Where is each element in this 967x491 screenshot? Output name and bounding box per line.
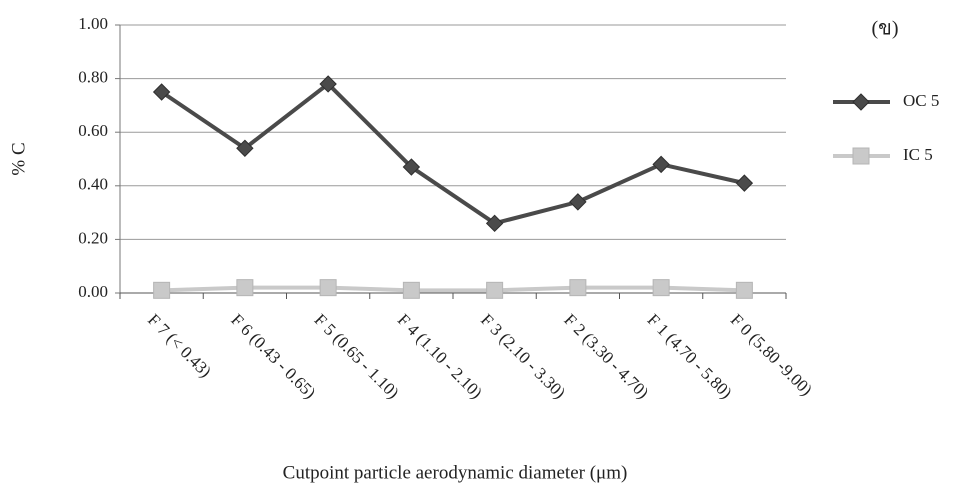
x-tick-label: F 0 (5.80 -9.00) [727,310,816,399]
legend-label: OC 5 [903,91,939,110]
x-tick-label: F 4 (1.10 - 2.10) [394,310,486,402]
x-tick-label: F 5 (0.65 - 1.10) [311,310,403,402]
x-axis-label: Cutpoint particle aerodynamic diameter (… [283,462,628,483]
data-point [319,75,337,93]
y-tick-label: 0.80 [78,68,108,87]
x-tick-label: F 6 (0.43 - 0.65) [227,310,319,402]
data-point [652,279,670,297]
y-tick-label: 1.00 [78,14,108,33]
data-point [236,139,254,157]
series-line [161,285,745,293]
data-point [236,279,254,297]
data-point [569,279,587,297]
chart-title: (ข) [872,18,899,40]
data-point [153,281,171,299]
data-point [569,193,587,211]
x-tick-label: F 3 (2.10 - 3.30) [477,310,569,402]
y-axis-label: % C [8,142,29,175]
legend-label: IC 5 [903,145,933,164]
x-tick-label: F 7 (< 0.43) [144,310,215,381]
data-point [319,279,337,297]
data-point [735,174,754,192]
data-point [402,158,421,176]
series-line [160,81,745,226]
data-point [152,83,171,101]
y-tick-label: 0.20 [78,228,108,247]
data-point [402,281,420,299]
y-tick-label: 0.60 [78,121,108,140]
x-tick-label: F 2 (3.30 - 4.70) [560,310,652,402]
data-point [652,155,670,174]
y-tick-label: 0.40 [78,175,108,194]
data-point [735,281,753,299]
legend-marker [852,147,870,165]
data-point [485,214,504,233]
x-tick-label: F 1 (4.70 - 5.80) [644,310,736,402]
y-tick-label: 0.00 [78,282,108,301]
data-point [486,281,504,299]
legend-marker [852,93,870,111]
